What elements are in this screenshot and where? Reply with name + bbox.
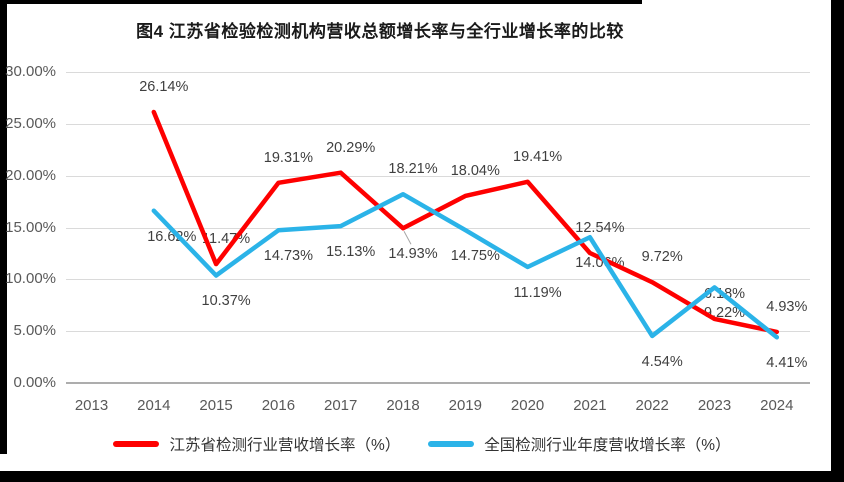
gridline <box>66 331 810 333</box>
national-series-line <box>151 191 780 340</box>
legend: 江苏省检测行业营收增长率（%） 全国检测行业年度营收增长率（%） <box>0 433 844 455</box>
x-tick-label-2024: 2024 <box>760 397 794 414</box>
chart-title: 图4 江苏省检验检测机构营收总额增长率与全行业增长率的比较 <box>136 22 624 41</box>
x-tick-label-2022: 2022 <box>635 397 669 414</box>
data-label-2016-jiangsu: 19.31% <box>263 149 313 166</box>
data-label-2022-jiangsu: 9.72% <box>641 249 683 266</box>
jiangsu-series-line <box>151 109 780 335</box>
scan-border-left <box>0 0 7 454</box>
data-label-2020-national: 11.19% <box>513 284 562 301</box>
data-label-2019-jiangsu: 18.04% <box>450 162 500 179</box>
y-tick-label: 20.00% <box>5 166 56 184</box>
y-tick-label: 0.00% <box>13 374 56 391</box>
x-tick-label-2023: 2023 <box>697 397 732 414</box>
x-axis-line <box>66 382 810 384</box>
data-label-2018-jiangsu: 14.93% <box>388 246 438 263</box>
x-tick-label-2015: 2015 <box>199 397 233 414</box>
x-tick-label-2014: 2014 <box>137 397 171 414</box>
national-line-marker <box>428 441 475 447</box>
data-label-2022-national: 4.54% <box>641 353 683 370</box>
y-tick-label: 30.00% <box>5 63 56 80</box>
scan-border-bottom <box>0 471 844 482</box>
gridline <box>66 279 810 281</box>
scan-border-right <box>831 0 844 482</box>
gridline <box>66 72 810 73</box>
data-label-2018-national: 18.21% <box>388 161 438 178</box>
x-tick-label-2017: 2017 <box>324 397 358 414</box>
data-label-2019-national: 14.75% <box>450 248 500 265</box>
data-label-2020-jiangsu: 19.41% <box>513 148 563 165</box>
legend-label-jiangsu: 江苏省检测行业营收增长率（%） <box>169 437 401 454</box>
y-tick-label: 5.00% <box>13 322 56 340</box>
x-tick-label-2020: 2020 <box>510 397 545 414</box>
gridline <box>66 175 810 177</box>
data-label-2015-national: 10.37% <box>201 293 251 310</box>
scan-border-top <box>0 0 642 4</box>
y-tick-label: 10.00% <box>5 270 56 288</box>
legend-item-jiangsu: 江苏省检测行业营收增长率（%） <box>113 433 400 455</box>
legend-label-national: 全国检测行业年度营收增长率（%） <box>484 437 731 454</box>
data-label-2024-national: 4.41% <box>766 355 808 372</box>
x-tick-label-2016: 2016 <box>261 397 296 414</box>
data-label-2016-national: 14.73% <box>263 248 313 265</box>
x-tick-label-2019: 2019 <box>448 397 482 414</box>
data-label-2024-jiangsu: 4.93% <box>766 298 808 315</box>
label-leader-line <box>403 230 412 245</box>
data-label-2017-jiangsu: 20.29% <box>326 139 376 156</box>
gridline <box>66 123 810 125</box>
x-tick-label-2021: 2021 <box>573 397 607 414</box>
data-label-2021-national: 14.06% <box>575 255 625 272</box>
jiangsu-line-marker <box>113 441 160 447</box>
x-tick-label-2018: 2018 <box>386 397 420 414</box>
y-tick-label: 25.00% <box>5 114 56 132</box>
legend-item-national: 全国检测行业年度营收增长率（%） <box>428 433 731 455</box>
data-label-2021-jiangsu: 12.54% <box>575 220 625 236</box>
x-tick-label-2013: 2013 <box>74 397 109 414</box>
gridline <box>66 227 810 229</box>
data-label-2017-national: 15.13% <box>326 244 376 261</box>
y-tick-label: 15.00% <box>5 218 56 236</box>
data-label-2014-jiangsu: 26.14% <box>139 79 189 95</box>
